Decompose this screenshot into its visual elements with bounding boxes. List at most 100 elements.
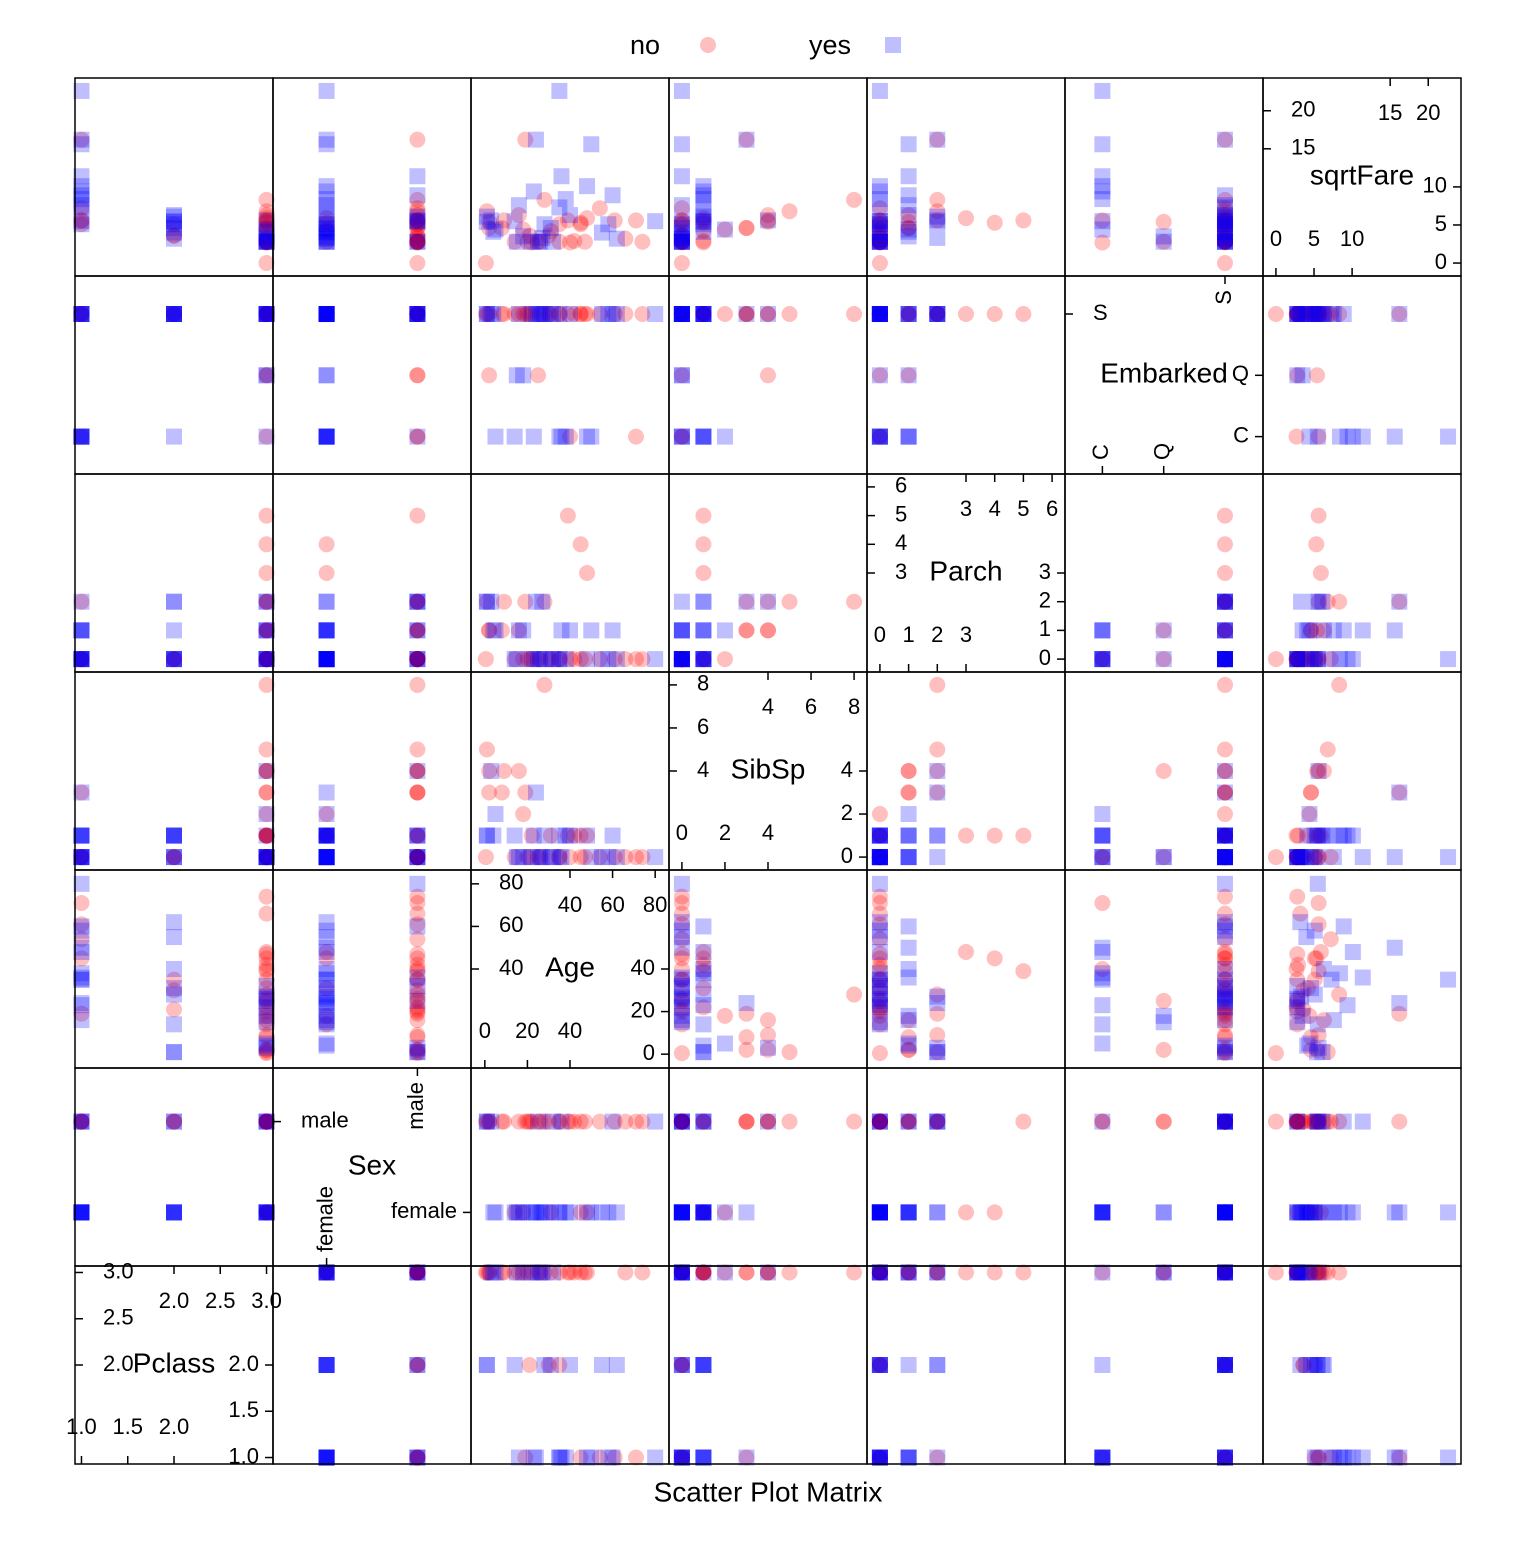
point [1322,1449,1339,1466]
point [900,213,917,230]
point [166,306,182,323]
point [673,1357,690,1373]
point [166,593,182,610]
point [871,306,888,323]
point [318,651,335,668]
point [318,997,335,1014]
point [695,306,712,323]
point [258,228,275,245]
point [566,232,583,249]
point [166,1001,182,1018]
tick-label: 6 [697,714,709,739]
point [738,1041,755,1058]
point [647,1449,664,1466]
point [1155,651,1172,668]
point [530,1113,547,1130]
point [318,1264,335,1281]
point [695,536,712,553]
point [1216,651,1233,668]
point [738,131,755,148]
point [318,849,335,866]
point [1216,233,1233,250]
point [871,199,888,216]
point [258,978,275,995]
point [258,651,275,668]
point [1289,849,1306,866]
point [258,622,275,639]
point [572,1204,589,1221]
point [481,1264,498,1281]
point [1289,1113,1306,1130]
point [583,1449,600,1466]
point [871,1449,888,1466]
point [1216,1113,1233,1130]
point [871,961,888,977]
point [1322,931,1339,948]
point [566,1264,583,1281]
point [409,1264,426,1281]
point [1267,849,1284,866]
point [695,1113,712,1130]
point [634,651,651,668]
point [1216,1005,1233,1022]
point [900,1264,917,1281]
point [318,593,335,610]
point [73,1113,90,1130]
point [673,227,690,244]
point [409,827,426,844]
tick-label: 2.0 [159,1414,190,1439]
point [1301,806,1318,823]
point [409,918,426,935]
point [318,1449,335,1466]
point [551,849,568,866]
point [1216,1264,1233,1281]
point [1155,763,1172,779]
variable-name: Parch [929,555,1002,586]
point [760,1012,776,1029]
point [318,651,335,668]
point [318,1449,335,1466]
point [1216,1113,1233,1130]
point [572,651,589,668]
point [871,1264,888,1281]
point [1216,1204,1233,1221]
point [523,306,540,323]
point [409,1264,426,1281]
point [409,849,426,866]
point [1289,1264,1306,1281]
point [1155,228,1172,245]
point [1295,982,1312,999]
point [871,849,888,866]
point [258,622,275,639]
point [591,849,608,866]
point [1216,1003,1233,1020]
point [318,980,335,997]
point [258,1113,275,1130]
point [695,187,712,204]
point [695,651,712,668]
point [1391,1113,1408,1130]
point [871,1113,888,1130]
point [258,306,275,323]
point [409,916,426,933]
point [579,827,596,844]
point [523,234,540,251]
point [929,763,946,779]
point [525,428,542,445]
point [318,922,335,939]
point [542,306,559,323]
point [695,980,712,997]
point [846,191,863,208]
point [716,306,733,323]
point [738,1449,755,1466]
point [871,929,888,946]
point [559,212,576,229]
point [871,221,888,238]
point [1216,1357,1233,1373]
point [1216,849,1233,866]
point [1310,306,1327,323]
point [318,990,335,1007]
point [1216,1113,1233,1130]
point [258,905,275,922]
point [258,1041,275,1058]
